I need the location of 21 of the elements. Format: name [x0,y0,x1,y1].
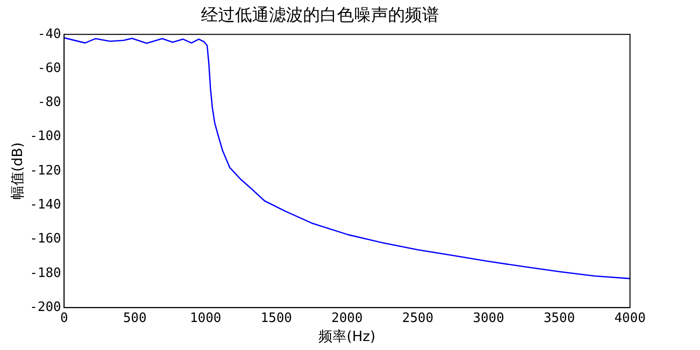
x-tick-label: 500 [123,310,147,326]
x-tick-label: 3000 [472,310,504,326]
x-tick-label: 3500 [544,310,575,326]
y-tick-label: -60 [38,60,62,76]
y-tick-label: -100 [30,129,62,144]
y-tick-label: -200 [30,300,62,315]
x-tick-label: 1500 [260,310,292,326]
y-tick-label: -160 [30,232,62,247]
x-tick-label: 0 [60,310,68,326]
x-tick-label: 4000 [614,310,646,326]
x-tick-label: 2500 [402,310,434,326]
y-tick-label: -140 [30,198,62,213]
y-axis-title: 幅值(dB) [10,142,26,200]
x-tick-label: 1000 [190,310,222,326]
y-tick-label: -40 [38,26,62,42]
y-tick-label: -120 [30,163,62,178]
y-tick-label: -80 [38,95,62,110]
chart-title: 经过低通滤波的白色噪声的频谱 [201,6,439,26]
x-axis-title: 频率(Hz) [318,329,376,346]
y-tick-label: -180 [30,266,62,281]
x-tick-label: 2000 [331,310,363,326]
